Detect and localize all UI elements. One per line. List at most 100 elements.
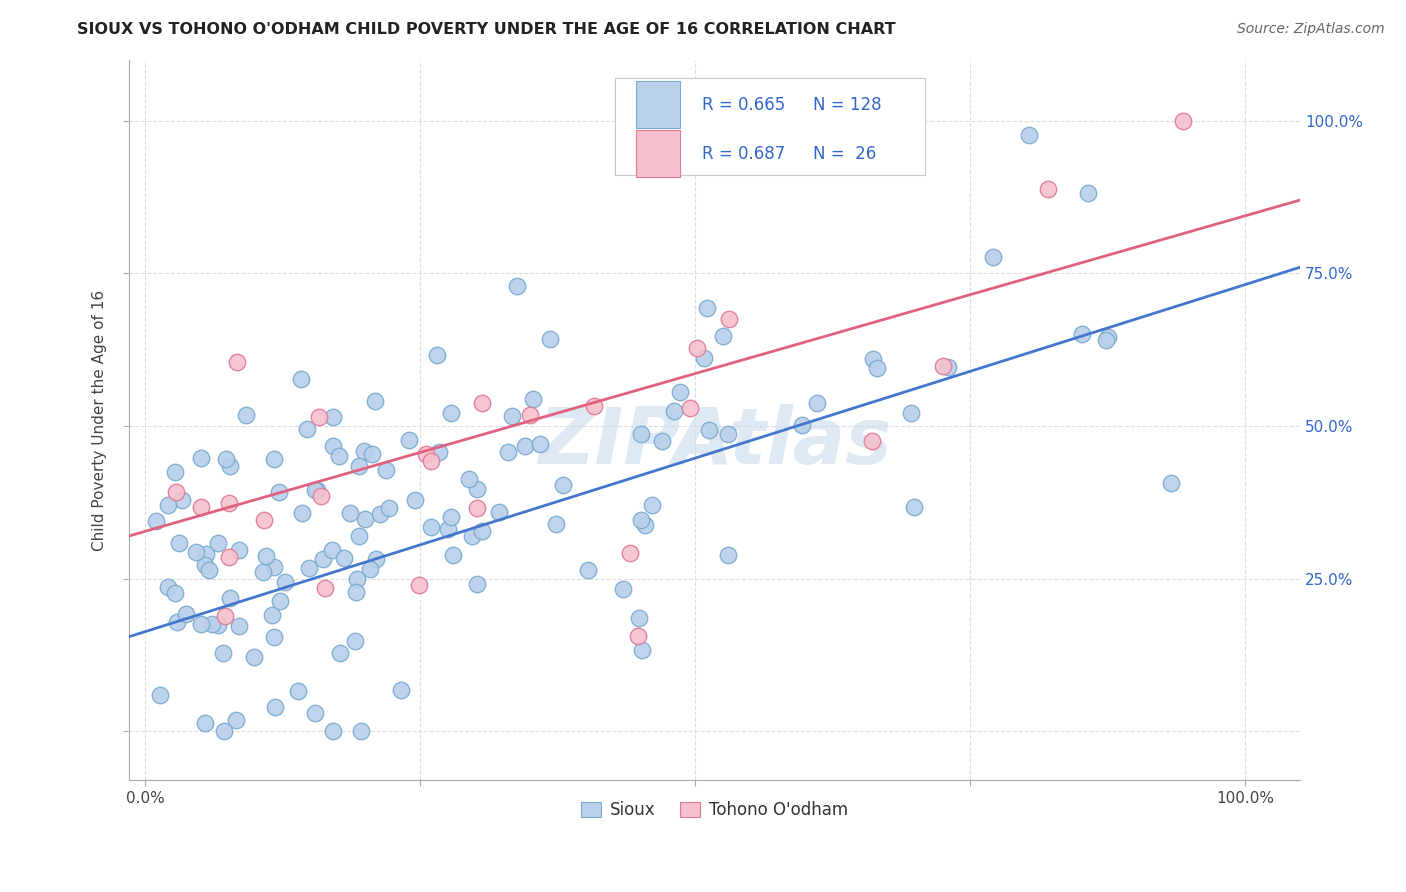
Point [1160,476,1182,491]
Point [349,459,371,474]
Point [295,422,318,436]
Text: R = 0.665: R = 0.665 [702,95,785,114]
Point [167,536,190,550]
Point [426,348,449,362]
Point [269,593,291,607]
Point [519,408,541,422]
Point [501,409,523,423]
Point [936,360,959,375]
Point [252,513,274,527]
Point [717,427,740,442]
Point [214,609,236,624]
Bar [636,130,681,177]
Point [190,500,212,514]
Point [865,361,887,376]
Point [631,643,654,657]
Point [166,615,188,629]
Point [427,444,450,458]
Point [651,434,673,449]
Point [165,484,187,499]
Point [860,434,883,449]
Point [582,399,605,413]
Bar [636,81,681,128]
Point [612,582,634,596]
Point [353,443,375,458]
Point [361,447,384,461]
Point [328,450,350,464]
Text: SIOUX VS TOHONO O'ODHAM CHILD POVERTY UNDER THE AGE OF 16 CORRELATION CHART: SIOUX VS TOHONO O'ODHAM CHILD POVERTY UN… [77,22,896,37]
Point [149,689,172,703]
Point [529,437,551,451]
Point [291,507,314,521]
Point [551,478,574,492]
Text: Source: ZipAtlas.com: Source: ZipAtlas.com [1237,22,1385,37]
Point [1097,330,1119,344]
Point [662,404,685,418]
Point [219,458,242,473]
Point [207,535,229,549]
Point [333,551,356,566]
Point [1095,333,1118,347]
Point [156,580,179,594]
Point [465,577,488,591]
Point [194,715,217,730]
Point [207,618,229,632]
Point [165,465,187,479]
Point [522,392,544,406]
Text: R = 0.687: R = 0.687 [702,145,785,162]
Point [440,510,463,524]
Point [218,549,240,564]
Point [1173,113,1195,128]
Point [263,452,285,467]
Point [696,301,718,316]
Point [546,517,568,532]
Point [308,410,330,425]
Point [389,683,412,698]
Point [263,560,285,574]
Point [718,311,741,326]
Text: ZIPAtlas: ZIPAtlas [537,403,891,480]
Point [225,713,247,727]
Point [711,328,734,343]
Point [693,351,716,366]
Point [903,500,925,514]
Point [194,558,217,572]
Y-axis label: Child Poverty Under the Age of 16: Child Poverty Under the Age of 16 [93,289,107,550]
Point [461,529,484,543]
Point [290,372,312,386]
Point [298,561,321,575]
Point [981,250,1004,264]
Point [260,608,283,623]
Text: N =  26: N = 26 [813,145,876,162]
FancyBboxPatch shape [614,78,925,175]
Point [419,520,441,534]
Point [329,646,352,660]
Point [314,581,336,595]
Point [630,427,652,442]
Point [441,548,464,562]
Point [228,542,250,557]
Point [515,439,537,453]
Point [218,591,240,605]
Point [364,552,387,566]
Point [630,512,652,526]
Point [628,611,651,625]
Point [305,483,328,498]
Point [200,617,222,632]
Point [252,566,274,580]
Point [254,549,277,563]
Point [212,646,235,660]
Point [465,482,488,496]
Point [374,463,396,477]
Point [488,505,510,519]
Point [287,683,309,698]
Point [932,359,955,373]
Point [470,524,492,539]
Point [900,406,922,420]
Point [190,450,212,465]
Point [346,572,368,586]
Point [311,489,333,503]
Point [344,585,367,599]
Point [343,634,366,648]
Point [304,483,326,497]
